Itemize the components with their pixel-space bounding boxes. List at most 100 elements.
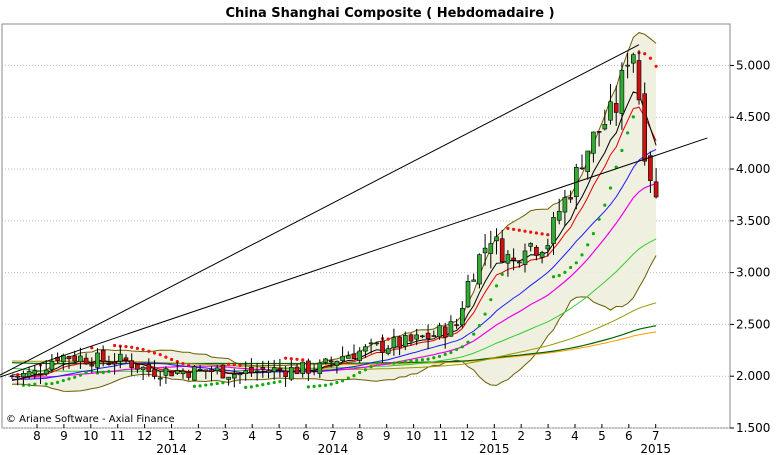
sar-dot bbox=[192, 384, 196, 388]
candle-body bbox=[351, 353, 357, 360]
sar-dot bbox=[33, 382, 37, 386]
sar-dot bbox=[557, 273, 561, 278]
sar-dot bbox=[551, 275, 556, 279]
y-tick-label: 3.500 bbox=[736, 214, 770, 228]
sar-dot bbox=[152, 351, 157, 355]
sar-dot bbox=[597, 217, 601, 221]
candle-body bbox=[459, 308, 465, 326]
sar-dot bbox=[443, 352, 447, 357]
sar-dot bbox=[90, 346, 94, 350]
candle-body bbox=[186, 371, 191, 378]
sar-dot bbox=[113, 343, 117, 348]
candle-body bbox=[32, 370, 38, 375]
sar-dot bbox=[614, 165, 618, 169]
candle-body bbox=[163, 368, 169, 376]
candle-body bbox=[209, 369, 214, 373]
candle-body bbox=[488, 243, 494, 254]
sar-dot bbox=[489, 298, 493, 302]
sar-dot bbox=[249, 385, 253, 389]
candle-body bbox=[391, 337, 397, 349]
candle-body bbox=[317, 362, 323, 374]
candle-body bbox=[380, 340, 385, 353]
candle-body bbox=[619, 69, 625, 114]
bollinger-upper bbox=[11, 32, 657, 376]
candle-body bbox=[277, 367, 283, 371]
candle-body bbox=[197, 368, 203, 371]
sar-dot bbox=[73, 375, 77, 379]
sar-dot bbox=[466, 340, 470, 344]
candle-body bbox=[516, 261, 522, 264]
ma30-line bbox=[11, 183, 657, 378]
candle-body bbox=[294, 366, 300, 375]
candle-body bbox=[106, 363, 112, 365]
chart-title: China Shanghai Composite ( Hebdomadaire … bbox=[225, 6, 555, 21]
sar-dot bbox=[346, 376, 350, 380]
x-month-label: 12 bbox=[137, 429, 152, 443]
sar-dot bbox=[27, 383, 31, 387]
sar-dot bbox=[358, 370, 362, 375]
sar-dot bbox=[449, 350, 453, 355]
candle-body bbox=[579, 167, 585, 170]
sar-dot bbox=[563, 270, 567, 275]
sar-dot bbox=[50, 381, 54, 386]
candle-body bbox=[642, 93, 648, 162]
sar-dot bbox=[432, 356, 436, 360]
candle-body bbox=[95, 352, 100, 368]
candle-body bbox=[477, 254, 482, 285]
copyright-text: © Ariane Software - Axial Finance bbox=[6, 414, 175, 425]
candle-body bbox=[254, 370, 260, 373]
sar-dot bbox=[511, 227, 516, 231]
sar-dot bbox=[500, 272, 504, 276]
x-month-label: 2 bbox=[517, 429, 525, 443]
sar-dot bbox=[363, 368, 367, 372]
candle-body bbox=[334, 360, 340, 366]
sar-dot bbox=[534, 231, 539, 235]
candle-body bbox=[368, 342, 374, 345]
candle-body bbox=[545, 245, 551, 250]
candle-body bbox=[608, 101, 613, 121]
x-year-label: 2014 bbox=[318, 442, 349, 455]
sar-dot bbox=[289, 357, 293, 361]
candle-body bbox=[522, 250, 528, 265]
y-tick-label: 4.500 bbox=[736, 110, 770, 124]
candle-body bbox=[78, 355, 83, 363]
sar-dot bbox=[375, 361, 379, 365]
sar-dot bbox=[272, 380, 276, 385]
candle-body bbox=[146, 364, 152, 372]
sar-dot bbox=[386, 337, 390, 341]
candle-body bbox=[306, 360, 311, 374]
x-month-label: 5 bbox=[275, 429, 283, 443]
candle-body bbox=[271, 367, 277, 372]
x-month-label: 10 bbox=[83, 429, 98, 443]
sar-dot bbox=[460, 345, 464, 349]
x-month-label: 9 bbox=[60, 429, 68, 443]
sar-dot bbox=[437, 354, 442, 359]
candle-body bbox=[630, 54, 636, 64]
x-month-label: 9 bbox=[383, 429, 391, 443]
candle-body bbox=[431, 335, 437, 337]
candle-body bbox=[15, 375, 20, 378]
sar-dot bbox=[318, 384, 322, 388]
y-tick-label: 2.000 bbox=[736, 369, 770, 383]
sar-dot bbox=[255, 384, 259, 388]
candle-body bbox=[408, 334, 414, 342]
sar-dot bbox=[403, 360, 407, 364]
candle-body bbox=[602, 124, 608, 130]
x-month-label: 12 bbox=[460, 429, 475, 443]
sar-dot bbox=[232, 362, 236, 367]
sar-dot bbox=[603, 203, 607, 207]
sar-dot bbox=[369, 365, 373, 369]
x-month-label: 6 bbox=[302, 429, 310, 443]
candle-body bbox=[283, 370, 288, 377]
sar-dot bbox=[107, 369, 111, 374]
sar-dot bbox=[323, 383, 328, 387]
sar-dot bbox=[580, 253, 584, 257]
x-month-label: 10 bbox=[406, 429, 421, 443]
sar-dot bbox=[517, 228, 521, 232]
sar-dot bbox=[78, 373, 82, 377]
candle-body bbox=[260, 367, 266, 370]
sar-dot bbox=[523, 229, 527, 233]
candle-body bbox=[425, 332, 431, 339]
x-month-label: 8 bbox=[356, 429, 364, 443]
candle-body bbox=[169, 371, 174, 377]
